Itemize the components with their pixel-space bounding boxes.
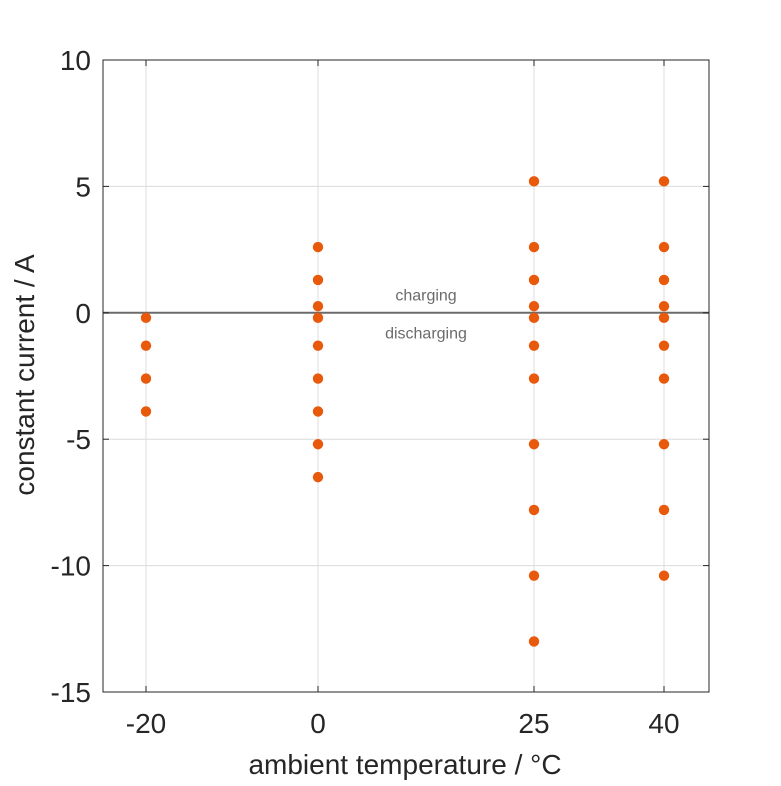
annotation-charging: charging [395,287,456,304]
grid-lines [103,59,709,693]
data-point [528,636,540,647]
x-tick-labels: -20 0 25 40 [126,708,680,739]
data-point [658,340,670,351]
data-point [528,301,540,312]
annotations: charging discharging [385,287,467,342]
plot-frame [102,59,710,693]
data-point [312,241,324,253]
data-point [658,241,670,253]
data-point [312,312,324,324]
x-tick-label: 40 [648,708,679,739]
data-point [528,241,540,253]
data-point [312,406,324,417]
y-tick-label: 10 [60,45,91,76]
data-point [658,274,670,286]
data-point [658,570,670,581]
data-point [528,373,540,384]
annotation-discharging: discharging [385,326,467,343]
x-tick-label: 25 [518,708,549,739]
data-point [528,312,540,324]
data-point [140,340,152,351]
data-point [528,176,540,187]
y-tick-label: 5 [75,171,91,202]
x-tick-label: 0 [310,708,326,739]
data-point [658,301,670,312]
y-tick-label: -5 [66,424,91,455]
y-tick-label: -10 [51,551,91,582]
data-point [658,504,670,516]
y-tick-labels: 10 5 0 -5 -10 -15 [51,45,91,708]
data-point [140,373,152,384]
data-point [528,504,540,516]
data-point [140,312,152,324]
x-axis-label: ambient temperature / °C [248,749,561,780]
data-point [312,373,324,384]
data-point [528,439,540,450]
plot-border [102,59,710,693]
data-point [312,340,324,351]
data-points [140,176,670,647]
y-tick-label: 0 [75,298,91,329]
x-tick-label: -20 [126,708,166,739]
data-point [658,312,670,324]
data-point [312,274,324,286]
data-point [528,274,540,286]
data-point [658,439,670,450]
data-point [528,570,540,581]
data-point [658,373,670,384]
data-point [312,301,324,312]
data-point [312,471,324,483]
y-axis-label: constant current / A [9,254,40,496]
data-point [528,340,540,351]
data-point [140,406,152,417]
data-point [312,439,324,450]
data-point [658,176,670,187]
y-tick-label: -15 [51,677,91,708]
